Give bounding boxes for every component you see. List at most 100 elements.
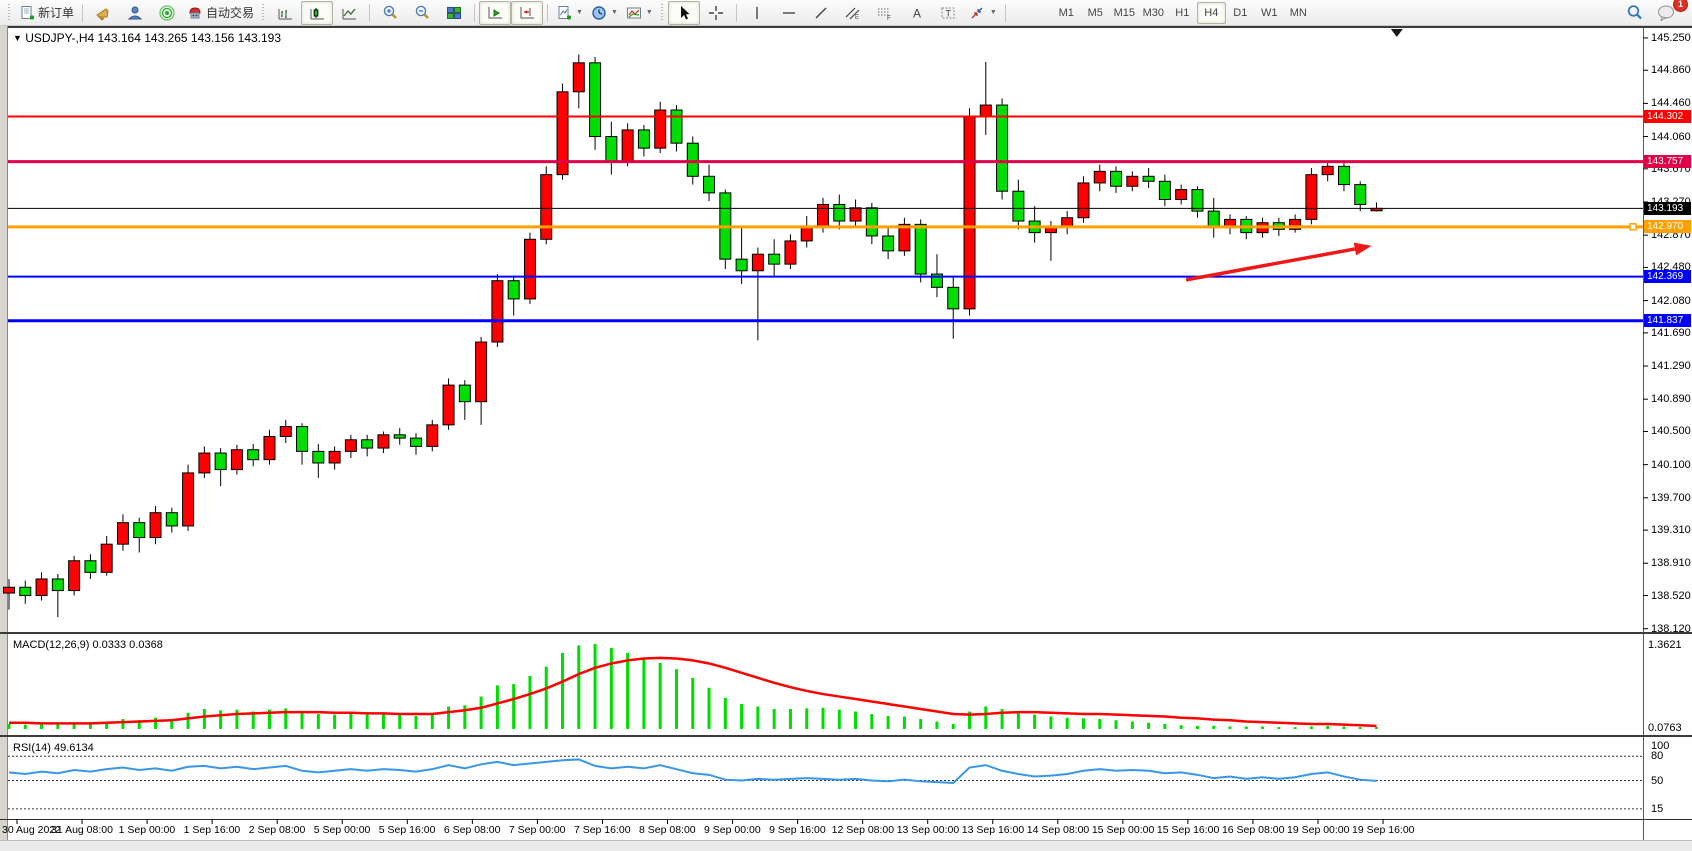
indicators-button[interactable]: ▼ [552, 1, 587, 25]
chart-shift-marker [1390, 29, 1403, 37]
new-order-icon [19, 5, 35, 21]
candlestick-chart-button[interactable] [301, 0, 334, 25]
chevron-down-icon: ▼ [13, 33, 22, 43]
crosshair-icon [708, 5, 724, 21]
favorites-button[interactable] [87, 1, 119, 25]
fibonacci-icon: F [876, 5, 893, 21]
chevron-down-icon: ▼ [610, 9, 618, 16]
toolbar-separator [547, 3, 549, 22]
text-label-button[interactable]: T [933, 1, 965, 25]
timeframe-mn-button[interactable]: MN [1289, 6, 1307, 19]
time-tick-label: 13 Sep 00:00 [896, 824, 960, 836]
fibonacci-button[interactable]: F [869, 1, 901, 25]
timeframe-m30-button[interactable]: M30 [1142, 6, 1164, 19]
tile-windows-icon [446, 5, 462, 21]
timeframe-m1-button[interactable]: M1 [1058, 6, 1074, 19]
text-label-icon: T [940, 5, 957, 21]
search-button[interactable] [1618, 1, 1650, 25]
price-tick: 145.250 [1651, 31, 1691, 44]
pane-separator[interactable] [0, 735, 1692, 737]
time-tick-label: 31 Aug 08:00 [51, 824, 113, 836]
chart-shift-icon [519, 5, 536, 21]
pane-separator[interactable] [0, 632, 1692, 634]
timeframe-h1-button[interactable]: H1 [1175, 6, 1190, 19]
time-tick-label: 8 Sep 08:00 [639, 824, 696, 836]
time-tick-label: 19 Sep 00:00 [1287, 824, 1350, 836]
price-tick: 140.500 [1651, 425, 1691, 438]
notification-badge: 1 [1673, 0, 1688, 12]
crosshair-button[interactable] [700, 1, 732, 25]
toolbar-grip[interactable] [7, 3, 12, 22]
zoom-in-icon [382, 5, 398, 21]
price-tick: 138.120 [1651, 622, 1691, 635]
tile-windows-button[interactable] [438, 1, 470, 25]
rsi-tick: 15 [1651, 802, 1664, 815]
autotrading-button[interactable]: 自动交易 [183, 1, 258, 25]
horizontal-line-icon [781, 5, 797, 21]
signal-icon [159, 4, 175, 21]
zoom-out-button[interactable] [406, 1, 438, 25]
toolbar-grip[interactable] [261, 3, 267, 22]
auto-scroll-button[interactable] [479, 0, 512, 25]
price-tag-144.302: 144.302 [1644, 109, 1691, 123]
community-button[interactable] [119, 1, 151, 25]
price-tick: 139.310 [1651, 524, 1691, 537]
vertical-line-button[interactable] [741, 1, 773, 25]
chart-symbol-title[interactable]: ▼ USDJPY-,H4 143.164 143.265 143.156 143… [13, 31, 282, 45]
time-tick-label: 9 Sep 00:00 [704, 824, 761, 836]
timeframe-m15-button[interactable]: M15 [1113, 6, 1135, 19]
price-tag-142.970: 142.970 [1644, 220, 1691, 234]
horizontal-line-button[interactable] [773, 1, 805, 25]
indicators-icon [556, 5, 572, 21]
auto-scroll-icon [487, 5, 504, 21]
search-icon [1626, 4, 1643, 21]
time-tick-label: 6 Sep 08:00 [443, 824, 501, 836]
candlestick-chart-icon [309, 5, 326, 21]
time-tick-label: 14 Sep 08:00 [1026, 824, 1090, 836]
price-tick: 142.080 [1651, 294, 1691, 307]
new-order-button[interactable]: 新订单 [15, 1, 78, 25]
toolbar-grip[interactable] [659, 3, 665, 22]
toolbar-separator [82, 3, 84, 22]
time-axis-line [0, 819, 1692, 820]
zoom-in-button[interactable] [374, 1, 406, 25]
price-tag-143.757: 143.757 [1644, 155, 1691, 169]
timeframe-d1-button[interactable]: D1 [1233, 6, 1248, 19]
timeframe-m5-button[interactable]: M5 [1087, 6, 1103, 19]
macd-indicator-label: MACD(12,26,9) 0.0333 0.0368 [13, 639, 163, 651]
template-icon [626, 5, 642, 21]
equidistant-channel-button[interactable]: E [837, 1, 869, 25]
templates-button[interactable]: ▼ [622, 1, 657, 25]
price-tick: 141.690 [1651, 326, 1691, 339]
main-toolbar: 新订单 自动交易 [0, 0, 1692, 26]
chart-shift-button[interactable] [511, 0, 544, 25]
timeframe-w1-button[interactable]: W1 [1261, 6, 1278, 19]
cloud-user-icon [127, 5, 143, 21]
rsi-tick: 100 [1651, 740, 1670, 752]
signals-button[interactable] [151, 1, 183, 25]
bar-chart-icon [277, 5, 294, 21]
chat-button[interactable]: 1 [1650, 0, 1688, 25]
time-tick-label: 7 Sep 16:00 [573, 824, 631, 836]
time-tick-label: 1 Sep 00:00 [118, 824, 176, 836]
time-tick-label: 15 Sep 00:00 [1091, 824, 1155, 836]
bar-chart-button[interactable] [269, 1, 301, 25]
text-button[interactable]: A [901, 1, 933, 25]
svg-text:E: E [855, 15, 859, 21]
time-tick-label: 12 Sep 08:00 [831, 824, 895, 836]
timeframe-toolbar: M1 M5 M15 M30 H1 H4 D1 W1 MN [1052, 1, 1313, 24]
autotrading-robot-icon [187, 5, 203, 21]
periods-button[interactable]: ▼ [587, 1, 622, 25]
arrows-button[interactable]: ▼ [965, 1, 1001, 25]
trendline-button[interactable] [805, 1, 837, 25]
timeframe-h4-button[interactable]: H4 [1196, 1, 1226, 24]
price-tick: 139.700 [1651, 491, 1691, 504]
time-tick-label: 30 Aug 2022 [2, 824, 61, 836]
cursor-button[interactable] [667, 0, 700, 25]
toolbar-separator [474, 3, 476, 22]
toolbar-separator [735, 3, 737, 22]
line-chart-button[interactable] [333, 1, 365, 25]
svg-text:T: T [946, 8, 952, 18]
chart-left-gutter [0, 26, 8, 851]
